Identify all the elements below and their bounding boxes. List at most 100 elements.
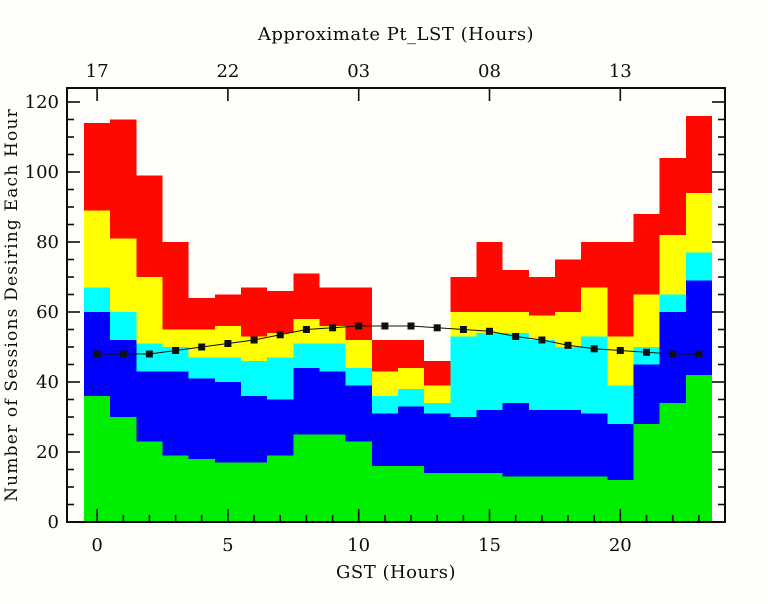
x-tick-label: 15 [478,535,501,556]
cyan-band-segment [554,347,582,410]
green-band-segment [136,441,163,522]
line-square-marker [433,324,441,332]
blue-band-segment [136,371,163,442]
x-axis-tick-labels: 0 5 10 15 20 [91,535,631,556]
red-band-segment [319,287,346,326]
blue-band-segment [214,382,241,463]
cyan-band-segment [110,312,137,340]
cyan-band-segment [424,403,451,414]
x-axis-title: GST (Hours) [336,562,456,583]
top-tick-label: 22 [216,61,239,82]
line-square-marker [564,341,572,349]
yellow-band-segment [502,312,529,333]
blue-band-segment [554,410,582,477]
y-axis-title: Number of Sessions Desiring Each Hour [2,108,22,502]
line-square-marker [145,350,153,358]
blue-band-segment [319,371,346,435]
red-band-segment [241,287,268,337]
red-band-segment [267,291,294,333]
yellow-band-segment [398,368,425,389]
green-band-segment [528,476,555,522]
line-square-marker [302,326,310,333]
x-tick-label: 5 [222,535,233,556]
blue-band-segment [476,410,503,473]
blue-band-segment [528,410,555,477]
line-square-marker [695,350,703,358]
red-band-segment [607,242,634,337]
frame-rect [66,87,726,523]
line-square-marker [381,322,389,330]
green-band-segment [450,473,477,522]
green-band-segment [345,441,372,522]
cyan-band-segment [345,368,372,386]
red-band-segment [633,214,660,295]
blue-band-segment [450,417,477,473]
yellow-band-segment [476,312,503,333]
red-band-segment [398,340,425,368]
line-square-marker [486,327,493,335]
y-tick-label: 20 [36,442,59,463]
line-square-marker [250,336,258,344]
yellow-band-segment [371,371,398,396]
y-tick-label: 100 [25,162,59,183]
yellow-band-segment [84,210,111,288]
green-band-segment [241,462,268,522]
y-tick-label: 60 [36,302,59,323]
cyan-band-segment [398,389,425,407]
cyan-band-segment [528,340,555,410]
cyan-band-segment [502,333,529,403]
blue-band-segment [188,378,215,459]
red-band-segment [502,270,529,312]
top-axis-tick-labels: 17 22 03 08 13 [86,61,632,82]
line-square-marker [198,343,206,351]
red-band-segment [659,158,686,235]
yellow-band-segment [581,287,608,337]
yellow-band-segment [528,315,555,340]
line-square-marker [329,324,337,332]
x-tick-label: 10 [347,535,370,556]
line-square-marker [669,350,677,358]
red-band-segment [528,277,555,316]
blue-band-segment [685,280,712,375]
green-band-segment [554,476,582,522]
line-square-marker [93,350,101,358]
top-tick-label: 08 [478,61,501,82]
green-band-segment [267,455,294,522]
blue-band-segment [607,424,634,480]
green-band-segment [398,466,425,522]
x-tick-label: 0 [91,535,102,556]
y-tick-label: 80 [36,232,59,253]
red-band-segment [214,294,241,326]
cyan-band-segment [188,357,215,379]
y-axis-tick-labels: 0 20 40 60 80 100 120 [25,92,59,533]
top-tick-label: 17 [86,61,109,82]
blue-band-segment [162,371,189,456]
axis-ticks-layer [67,88,725,523]
blue-band-segment [398,406,425,466]
blue-band-segment [633,364,660,424]
red-band-segment [476,242,503,312]
yellow-band-segment [345,340,372,368]
blue-band-segment [241,396,268,463]
yellow-band-segment [685,193,712,253]
cyan-band-segment [214,357,241,382]
cyan-band-segment [241,361,268,396]
red-band-segment [162,242,189,330]
yellow-band-segment [162,329,189,347]
red-band-segment [293,273,320,319]
blue-band-segment [502,403,529,477]
top-tick-label: 13 [609,61,632,82]
yellow-band-segment [554,312,582,347]
line-square-marker [355,322,363,330]
red-band-segment [450,277,477,312]
line-square-marker [512,333,520,340]
top-tick-label: 03 [347,61,370,82]
cyan-band-segment [371,396,398,414]
red-band-segment [110,119,137,239]
red-band-segment [554,259,582,312]
yellow-band-segment [633,294,660,347]
green-band-segment [633,424,660,522]
y-tick-label: 40 [36,372,59,393]
yellow-band-segment [424,385,451,403]
cyan-band-segment [685,252,712,281]
